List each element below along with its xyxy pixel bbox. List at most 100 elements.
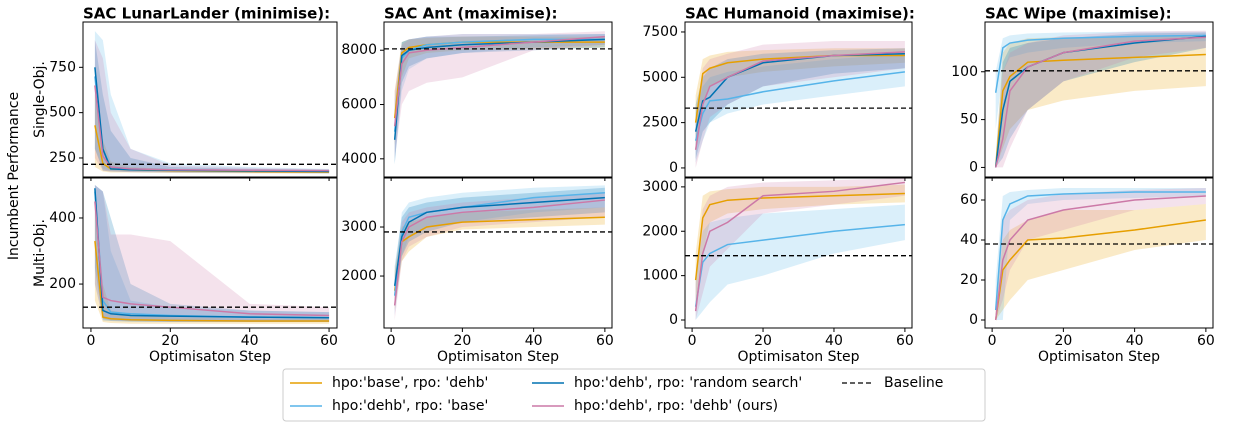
row-label: Multi-Obj. <box>32 219 48 287</box>
x-axis-label: Optimisaton Step <box>1038 349 1160 365</box>
y-tick-label: 250 <box>49 150 76 166</box>
band <box>394 31 605 159</box>
x-axis-label: Optimisaton Step <box>738 349 860 365</box>
y-tick-label: 8000 <box>341 42 377 58</box>
band <box>995 188 1206 320</box>
band <box>94 94 330 174</box>
legend-label: hpo:'dehb', rpo: 'dehb' (ours) <box>574 398 778 414</box>
y-tick-label: 0 <box>969 312 978 328</box>
y-tick-label: 3000 <box>642 179 678 195</box>
x-axis-label: Optimisaton Step <box>149 349 271 365</box>
axes-frame <box>984 21 1214 178</box>
panel-title: SAC Ant (maximise): <box>384 5 557 23</box>
series-line <box>94 201 330 317</box>
series-line <box>94 85 330 172</box>
x-tick-label: 20 <box>161 333 179 349</box>
legend <box>282 368 986 422</box>
axes-frame <box>383 21 613 178</box>
band <box>995 30 1206 168</box>
series-line <box>994 53 1206 168</box>
x-tick-label: 20 <box>754 333 772 349</box>
series-line <box>94 241 330 322</box>
x-tick-label: 0 <box>86 333 95 349</box>
band <box>94 40 330 174</box>
series-line <box>994 36 1206 168</box>
series-line <box>694 192 905 281</box>
x-tick-label: 60 <box>1197 333 1215 349</box>
y-tick-label: 0 <box>969 159 978 175</box>
y-tick-label: 3000 <box>341 219 377 235</box>
band <box>695 48 905 159</box>
y-tick-label: 0 <box>669 160 678 176</box>
band <box>94 184 330 323</box>
panel-title: SAC Wipe (maximise): <box>985 5 1172 23</box>
axes-frame <box>684 177 913 329</box>
band <box>695 178 905 321</box>
band <box>695 204 905 321</box>
band <box>94 184 330 323</box>
x-tick-label: 40 <box>825 333 843 349</box>
legend-label: hpo:'dehb', rpo: 'base' <box>332 398 488 414</box>
series-line <box>694 71 906 141</box>
band <box>695 184 905 307</box>
y-tick-label: 750 <box>49 59 76 75</box>
y-tick-label: 20 <box>960 272 978 288</box>
y-tick-label: 50 <box>960 112 978 128</box>
x-tick-label: 20 <box>453 333 471 349</box>
axes-frame <box>383 177 613 329</box>
axes-frame <box>82 177 338 329</box>
y-tick-label: 0 <box>669 312 678 328</box>
y-tick-label: 4000 <box>341 151 377 167</box>
panel-title: SAC Humanoid (maximise): <box>685 5 915 23</box>
y-axis-label: Incumbent Performance <box>6 92 22 260</box>
y-tick-label: 60 <box>960 192 978 208</box>
x-tick-label: 0 <box>387 333 396 349</box>
series-line <box>994 191 1206 311</box>
series-line <box>393 196 605 286</box>
series-line <box>694 51 905 150</box>
panel-title: SAC LunarLander (minimise): <box>83 5 330 23</box>
series-line <box>694 181 905 312</box>
y-tick-label: 6000 <box>341 97 377 113</box>
series-line <box>994 219 1206 321</box>
band <box>995 35 1206 168</box>
legend-label: hpo:'dehb', rpo: 'random search' <box>574 375 802 391</box>
series-line <box>994 34 1206 93</box>
y-tick-label: 500 <box>49 105 76 121</box>
series-line <box>393 199 605 306</box>
x-tick-label: 40 <box>525 333 543 349</box>
legend-label: Baseline <box>884 375 943 391</box>
row-label: Single-Obj. <box>32 61 48 138</box>
band <box>394 187 605 306</box>
y-tick-label: 200 <box>49 276 76 292</box>
axes-frame <box>684 21 913 178</box>
y-tick-label: 7500 <box>642 24 678 40</box>
x-tick-label: 60 <box>896 333 914 349</box>
band <box>94 40 330 174</box>
y-tick-label: 400 <box>49 210 76 226</box>
series-line <box>994 195 1206 321</box>
x-tick-label: 0 <box>988 333 997 349</box>
band <box>695 53 905 163</box>
x-tick-label: 40 <box>241 333 259 349</box>
x-tick-label: 40 <box>1126 333 1144 349</box>
y-tick-label: 1000 <box>642 268 678 284</box>
x-axis-label: Optimisaton Step <box>437 349 559 365</box>
band <box>695 41 905 168</box>
y-tick-label: 2000 <box>642 223 678 239</box>
y-tick-label: 2500 <box>642 115 678 131</box>
band <box>394 185 605 316</box>
band <box>94 184 330 323</box>
x-tick-label: 60 <box>320 333 338 349</box>
band <box>995 32 1206 168</box>
series-line <box>94 188 330 319</box>
axes-frame <box>82 21 338 178</box>
legend-label: hpo:'base', rpo: 'dehb' <box>332 375 488 391</box>
x-tick-label: 20 <box>1054 333 1072 349</box>
y-tick-label: 40 <box>960 232 978 248</box>
series-line <box>694 223 905 307</box>
axes-frame <box>984 177 1214 329</box>
y-tick-label: 5000 <box>642 69 678 85</box>
band <box>995 204 1206 320</box>
